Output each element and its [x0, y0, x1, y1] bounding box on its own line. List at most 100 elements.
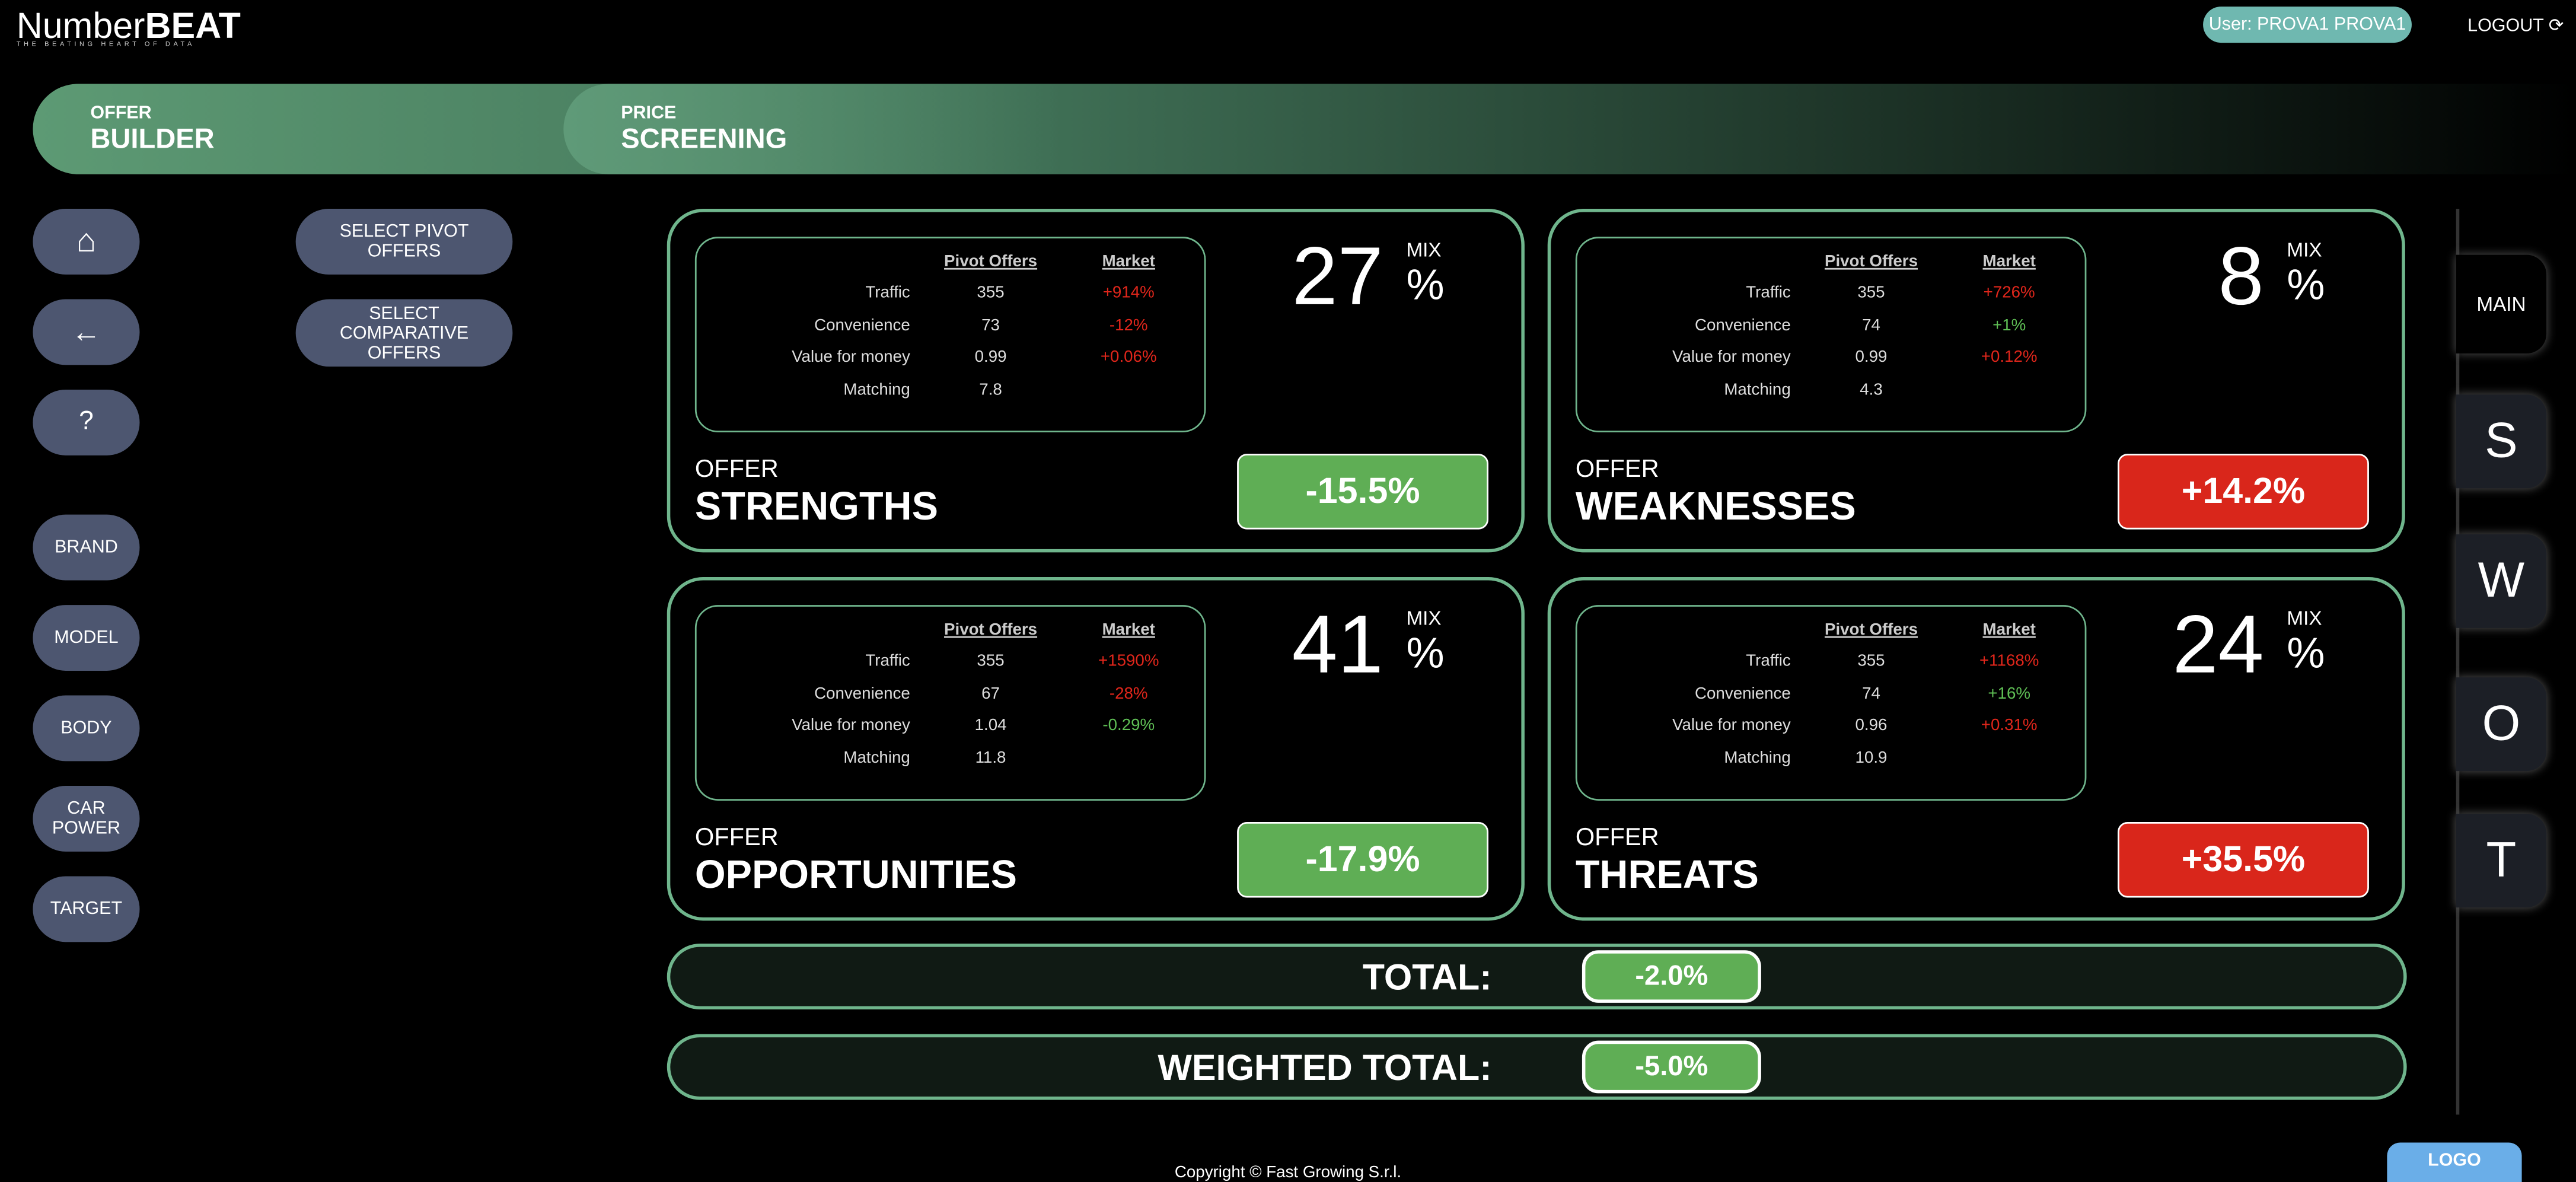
mix-value: 8 — [2218, 230, 2264, 323]
pivot-value: 0.99 — [1855, 348, 1888, 367]
logo-button[interactable]: LOGO — [2387, 1142, 2522, 1182]
filter-button[interactable]: BODY — [33, 695, 140, 762]
column-header: Pivot Offers — [944, 621, 1038, 640]
mix-label: MIX — [2287, 606, 2322, 630]
column-header: Pivot Offers — [1824, 253, 1918, 272]
pivot-value: 0.99 — [974, 348, 1007, 367]
quadrant: Pivot Offers Market Traffic 355 +914% Conveni… — [667, 209, 1525, 553]
logo: NumberBEAT — [17, 5, 241, 47]
column-header: Market — [1982, 253, 2036, 272]
pivot-value: 74 — [1862, 684, 1880, 703]
market-value: +0.31% — [1981, 716, 2038, 735]
filter-button[interactable]: TARGET — [33, 876, 140, 942]
quadrant: Pivot Offers Market Traffic 355 +726% Conveni… — [1547, 209, 2405, 553]
row-name: Value for money — [1672, 348, 1791, 367]
tagline: THE BEATING HEART OF DATA — [16, 39, 195, 48]
filter-button[interactable]: MODEL — [33, 605, 140, 671]
tab-bar — [33, 84, 2576, 174]
logo-text: Number — [16, 5, 145, 46]
column-header: Market — [1102, 621, 1155, 640]
market-value: -0.29% — [1102, 716, 1155, 735]
offer-label: OFFER — [694, 455, 779, 483]
row-name: Value for money — [1672, 716, 1791, 735]
mix-unit: % — [1406, 627, 1445, 678]
offer-label: OFFER — [1575, 455, 1659, 483]
filter-button[interactable]: BRAND — [33, 514, 140, 581]
logout-text: LOGOUT — [2467, 16, 2544, 36]
footer: Copyright © Fast Growing S.r.l. — [1174, 1164, 1402, 1182]
pivot-value: 4.3 — [1860, 380, 1883, 399]
pivot-value: 1.04 — [974, 716, 1007, 735]
market-value: +16% — [1988, 684, 2030, 703]
score: -17.9% — [1237, 822, 1488, 898]
selector-button[interactable]: SELECT COMPARATIVE OFFERS — [295, 299, 513, 367]
swot-tab[interactable]: S — [2456, 394, 2547, 489]
pivot-value: 73 — [981, 316, 1000, 335]
quadrant-title: THREATS — [1575, 853, 1759, 898]
score: -15.5% — [1237, 454, 1488, 530]
row-name: Matching — [843, 380, 910, 399]
back-button[interactable]: ← — [33, 299, 140, 365]
mix-value: 41 — [1292, 598, 1383, 691]
pivot-value: 355 — [1857, 284, 1885, 303]
pivot-value: 10.9 — [1855, 748, 1888, 767]
market-value: +1590% — [1098, 652, 1159, 671]
mix-unit: % — [2287, 259, 2325, 310]
mix-unit: % — [2287, 627, 2325, 678]
pivot-value: 355 — [1857, 652, 1885, 671]
row-name: Convenience — [814, 684, 910, 703]
metrics-table: Pivot Offers Market Traffic 355 +1590% Conven… — [694, 605, 1206, 801]
row-name: Matching — [843, 748, 910, 767]
metrics-table: Pivot Offers Market Traffic 355 +726% Conveni… — [1575, 237, 2087, 433]
logo-bold: BEAT — [145, 5, 241, 46]
pivot-value: 355 — [977, 284, 1005, 303]
row-name: Convenience — [814, 316, 910, 335]
offer-label: OFFER — [694, 823, 779, 852]
swot-tab[interactable]: W — [2456, 534, 2547, 628]
swot-tab[interactable]: T — [2456, 814, 2547, 908]
mix-label: MIX — [2287, 238, 2322, 262]
row-name: Convenience — [1695, 684, 1791, 703]
market-value: +1168% — [1979, 652, 2039, 671]
logout[interactable]: LOGOUT ⟳ — [2467, 16, 2564, 36]
total-label: WEIGHTED TOTAL: — [1158, 1047, 1492, 1089]
quadrant-title: STRENGTHS — [694, 485, 938, 530]
mix-unit: % — [1406, 259, 1445, 310]
row-name: Traffic — [865, 284, 910, 303]
mix-value: 27 — [1292, 230, 1383, 323]
tab-small[interactable]: PRICE — [621, 103, 677, 123]
user-badge[interactable]: User: PROVA1 PROVA1 — [2203, 7, 2412, 43]
column-header: Pivot Offers — [1824, 621, 1918, 640]
total-row: WEIGHTED TOTAL: -5.0% — [667, 1034, 2407, 1100]
selector-button[interactable]: SELECT PIVOT OFFERS — [295, 209, 513, 275]
market-value: +0.12% — [1981, 348, 2038, 367]
market-value: +1% — [1992, 316, 2026, 335]
mix-value: 24 — [2172, 598, 2264, 691]
swot-tab[interactable]: MAIN — [2456, 254, 2547, 353]
row-name: Value for money — [792, 716, 910, 735]
row-name: Matching — [1724, 748, 1791, 767]
help-button[interactable]: ? — [33, 389, 140, 455]
pivot-value: 74 — [1862, 316, 1880, 335]
row-name: Traffic — [1746, 652, 1791, 671]
tab-big[interactable]: BUILDER — [90, 123, 215, 155]
row-name: Value for money — [792, 348, 910, 367]
tab-big[interactable]: SCREENING — [621, 123, 788, 155]
pivot-value: 0.96 — [1855, 716, 1888, 735]
filter-button[interactable]: CAR POWER — [33, 786, 140, 852]
home-button[interactable]: ⌂ — [33, 209, 140, 275]
tab-small[interactable]: OFFER — [90, 103, 152, 123]
quadrant-title: WEAKNESSES — [1575, 485, 1856, 530]
score: +14.2% — [2118, 454, 2369, 530]
mix-label: MIX — [1406, 238, 1442, 262]
total-label: TOTAL: — [1362, 957, 1492, 998]
total-value: -2.0% — [1582, 950, 1761, 1003]
metrics-table: Pivot Offers Market Traffic 355 +914% Conveni… — [694, 237, 1206, 433]
column-header: Market — [1982, 621, 2036, 640]
row-name: Traffic — [865, 652, 910, 671]
row-name: Convenience — [1695, 316, 1791, 335]
swot-tab[interactable]: O — [2456, 677, 2547, 772]
pivot-value: 355 — [977, 652, 1005, 671]
